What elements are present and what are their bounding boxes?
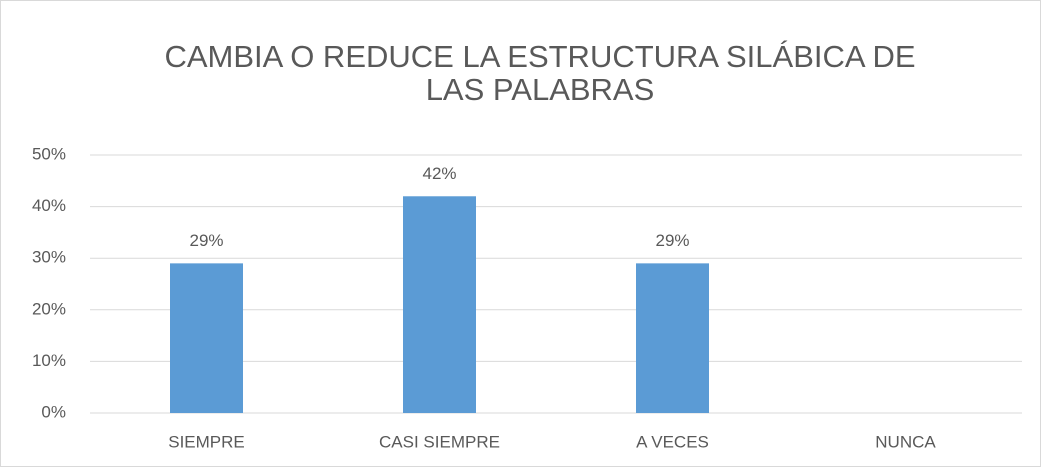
bar xyxy=(636,263,709,413)
x-tick-label: NUNCA xyxy=(875,432,936,451)
chart-title: CAMBIA O REDUCE LA ESTRUCTURA SILÁBICA D… xyxy=(164,39,916,107)
y-tick-label: 10% xyxy=(32,351,66,370)
x-tick-label: CASI SIEMPRE xyxy=(379,432,500,451)
bar xyxy=(403,196,476,413)
y-tick-label: 50% xyxy=(32,144,66,163)
data-label: 29% xyxy=(189,231,223,250)
bar xyxy=(170,263,243,413)
x-tick-label: SIEMPRE xyxy=(168,432,245,451)
y-tick-label: 0% xyxy=(41,402,66,421)
data-label: 29% xyxy=(655,231,689,250)
data-label: 42% xyxy=(422,164,456,183)
y-tick-label: 40% xyxy=(32,196,66,215)
y-tick-label: 30% xyxy=(32,248,66,267)
x-tick-label: A VECES xyxy=(636,432,709,451)
y-tick-label: 20% xyxy=(32,299,66,318)
